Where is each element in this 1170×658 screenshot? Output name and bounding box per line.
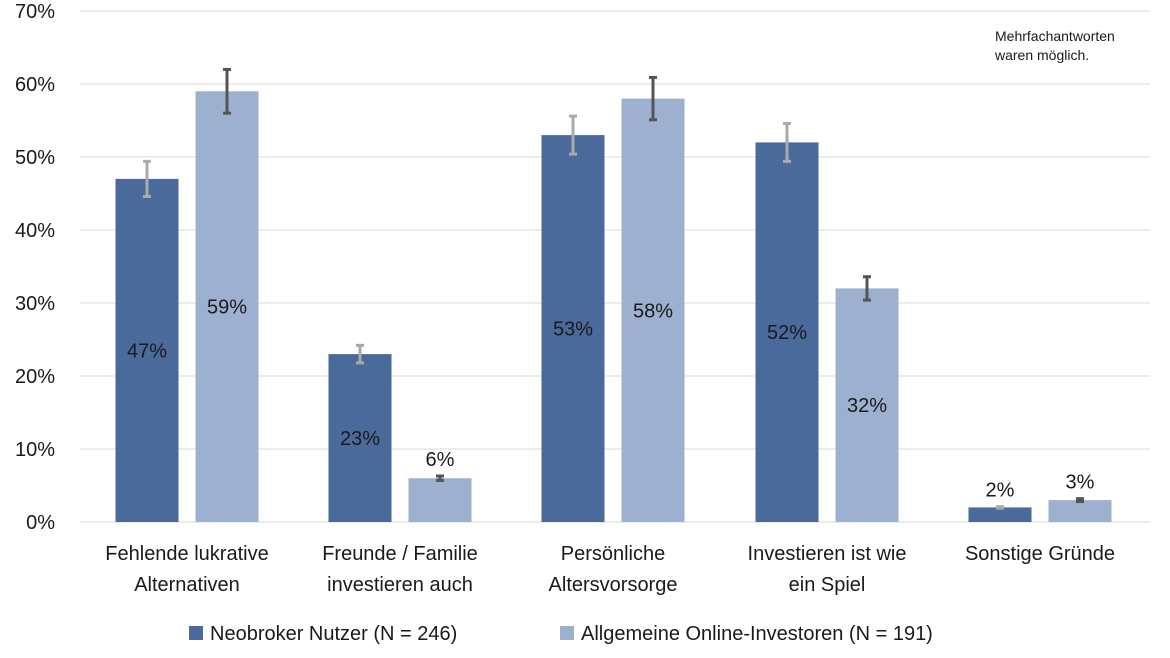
bar	[195, 91, 259, 523]
y-tick-label: 50%	[15, 147, 55, 169]
y-tick-label: 70%	[15, 1, 55, 23]
data-label: 47%	[127, 340, 167, 362]
legend-swatch	[560, 626, 574, 640]
bar	[621, 98, 685, 522]
category-label: investieren auch	[327, 574, 473, 596]
category-label: Alternativen	[134, 574, 240, 596]
bar	[408, 478, 472, 522]
bar	[115, 178, 179, 522]
legend-label: Allgemeine Online-Investoren (N = 191)	[581, 623, 933, 645]
bar	[755, 142, 819, 522]
y-tick-label: 0%	[26, 512, 55, 534]
bar	[328, 354, 392, 522]
bar	[968, 507, 1032, 522]
data-label: 53%	[553, 319, 593, 341]
data-label: 2%	[986, 480, 1015, 502]
y-tick-label: 20%	[15, 366, 55, 388]
category-label: Freunde / Familie	[322, 543, 478, 565]
y-tick-label: 60%	[15, 74, 55, 96]
legend-swatch	[189, 626, 203, 640]
data-label: 6%	[426, 449, 455, 471]
data-label: 58%	[633, 300, 673, 322]
category-label: Fehlende lukrative	[105, 543, 268, 565]
y-tick-label: 30%	[15, 293, 55, 315]
category-label: Sonstige Gründe	[965, 543, 1115, 565]
data-label: 32%	[847, 395, 887, 417]
data-label: 3%	[1066, 472, 1095, 494]
y-tick-label: 10%	[15, 439, 55, 461]
chart-annotation: Mehrfachantworten waren möglich.	[995, 28, 1115, 63]
data-label: 59%	[207, 297, 247, 319]
bar	[541, 135, 605, 522]
category-label: Altersvorsorge	[549, 574, 678, 596]
category-label: Persönliche	[561, 543, 666, 565]
y-tick-label: 40%	[15, 220, 55, 242]
data-label: 52%	[767, 322, 807, 344]
legend-label: Neobroker Nutzer (N = 246)	[210, 623, 457, 645]
bar	[1048, 500, 1112, 522]
category-label: Investieren ist wie	[748, 543, 907, 565]
category-label: ein Spiel	[789, 574, 866, 596]
bar	[835, 288, 899, 522]
data-label: 23%	[340, 428, 380, 450]
